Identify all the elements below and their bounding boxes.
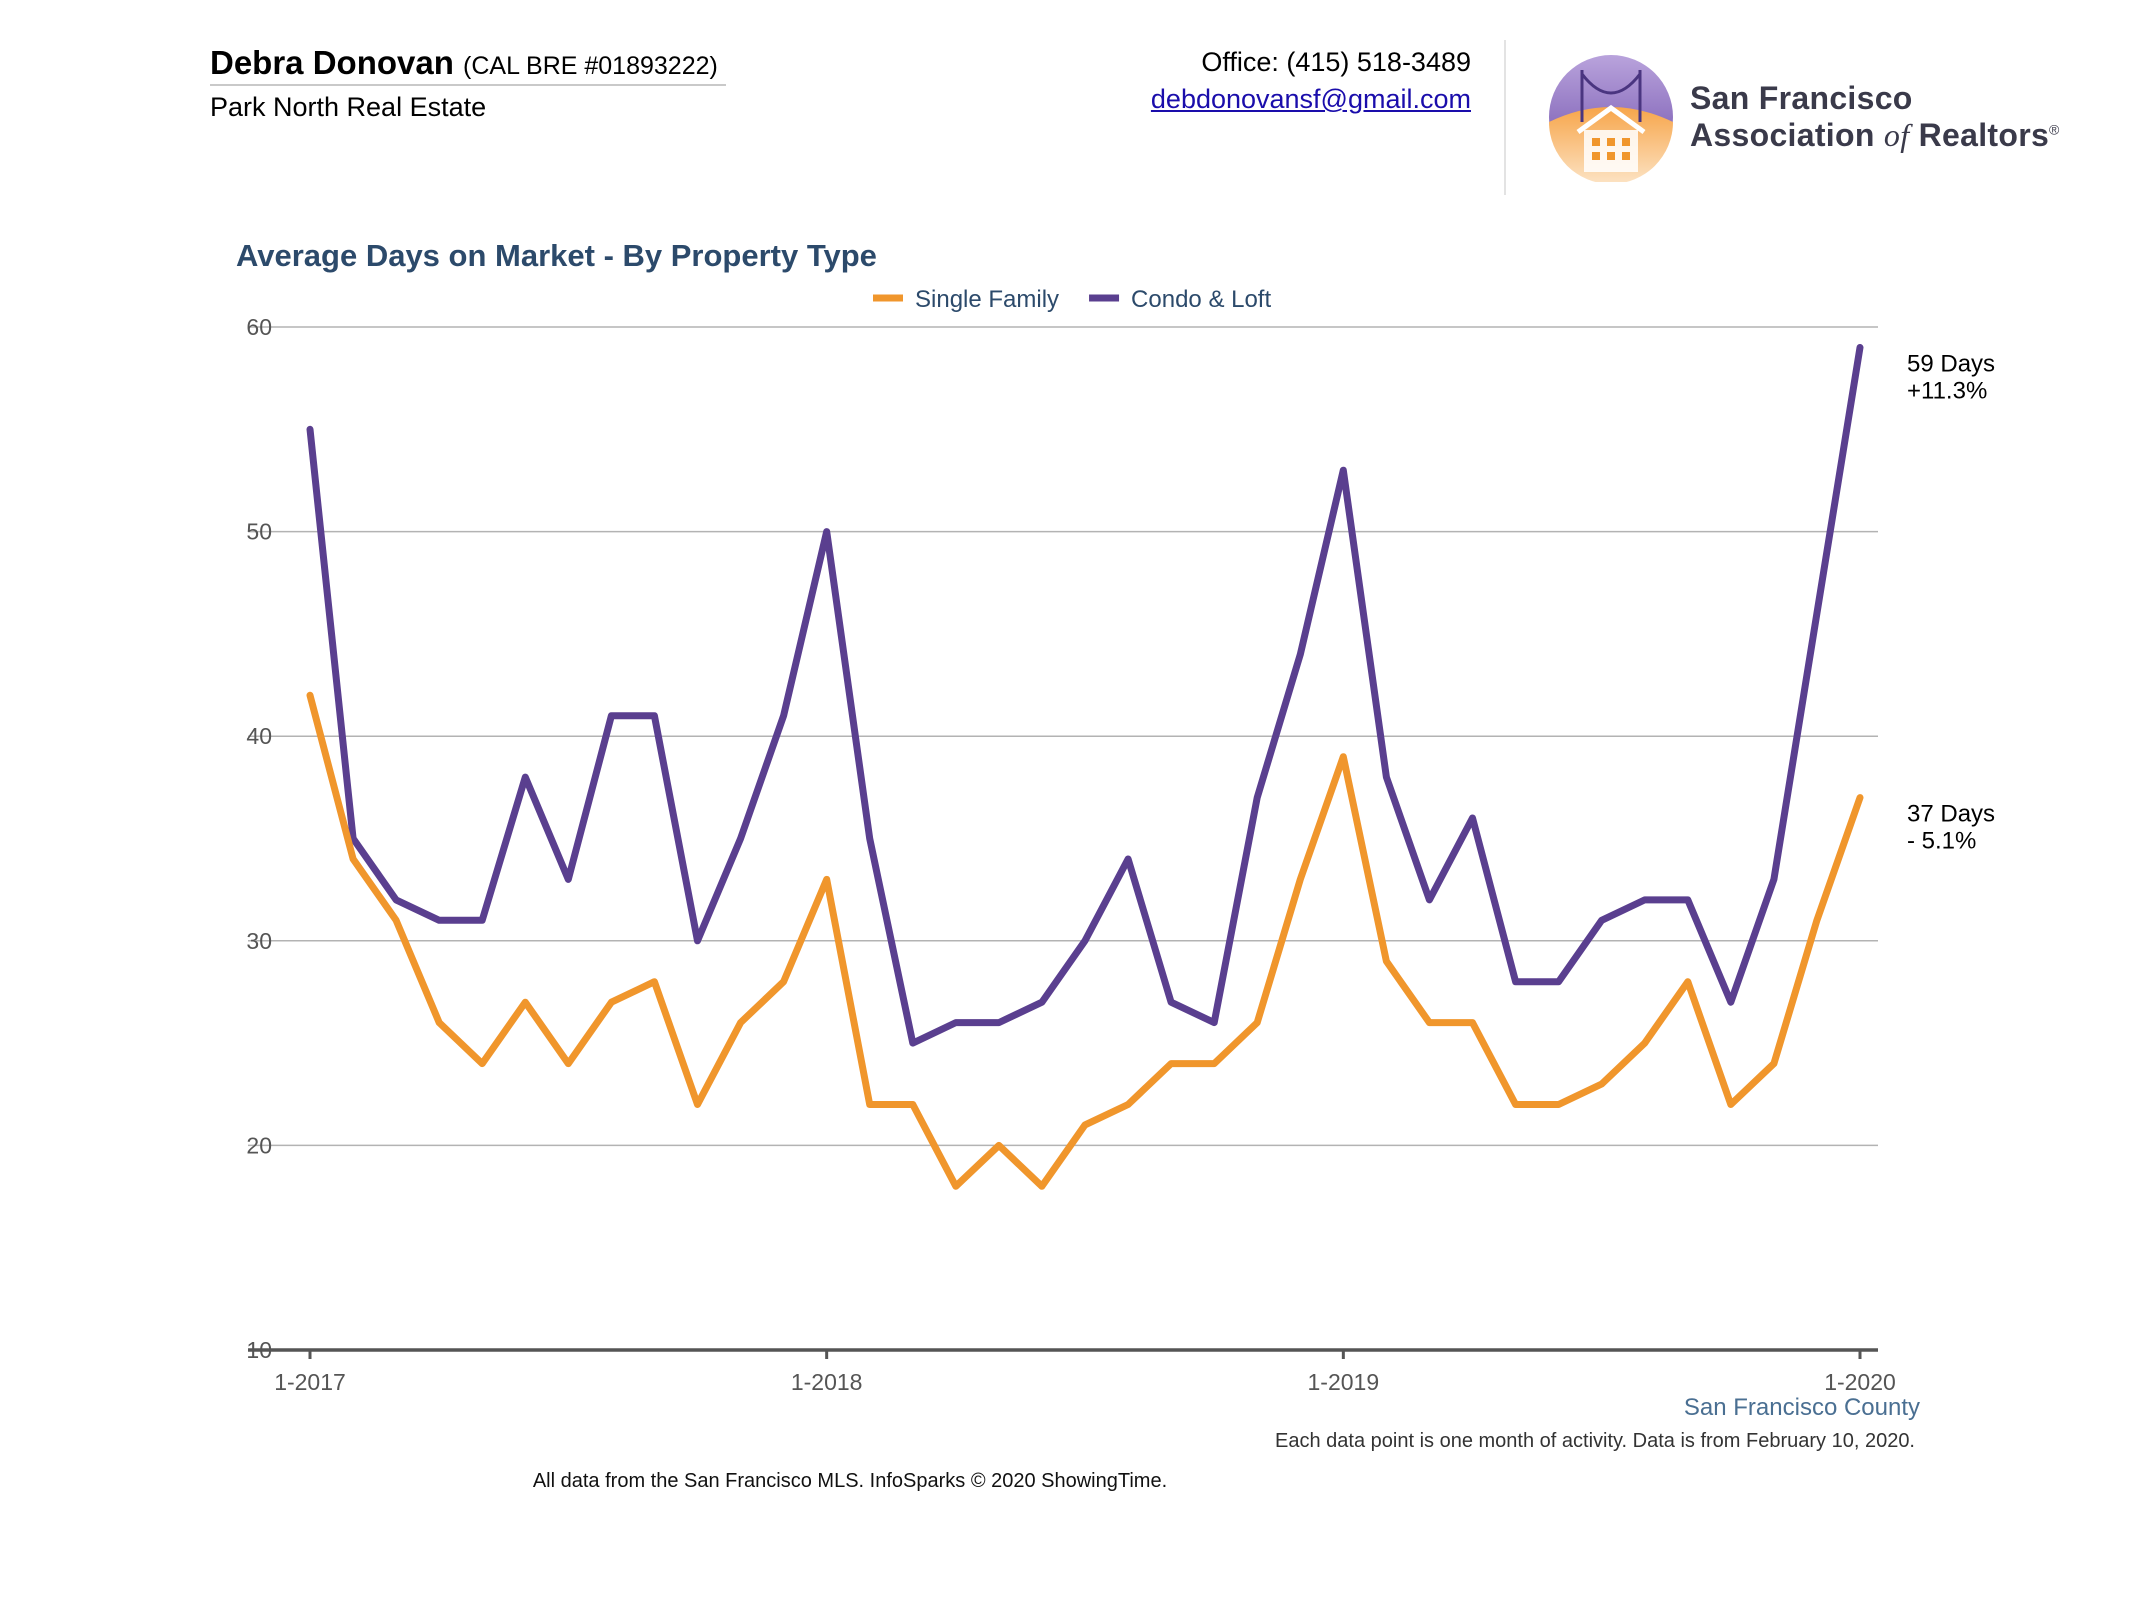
x-tick-label-0: 1-2017 (274, 1369, 346, 1395)
x-tick-label-3: 1-2020 (1824, 1369, 1896, 1395)
logo-registered-mark: ® (2049, 121, 2060, 138)
legend: Single Family Condo & Loft (873, 286, 1271, 313)
logo-word-association: Association (1690, 117, 1875, 153)
x-axis: 1-2017 1-2018 1-2019 1-2020 (248, 1348, 1896, 1395)
agent-company: Park North Real Estate (210, 92, 487, 122)
office-email-link[interactable]: debdonovansf@gmail.com (1150, 84, 1471, 114)
agent-license: (CAL BRE #01893222) (463, 52, 718, 80)
footnote: Each data point is one month of activity… (1275, 1430, 1915, 1452)
sfar-logo-icon (1549, 55, 1673, 182)
office-phone: Office: (415) 518-3489 (1201, 47, 1471, 77)
y-tick-label-30: 30 (246, 928, 272, 954)
legend-label-condo-loft: Condo & Loft (1131, 286, 1271, 313)
y-tick-label-50: 50 (246, 519, 272, 545)
y-tick-label-40: 40 (246, 723, 272, 749)
region-label: San Francisco County (1683, 1394, 1920, 1421)
chart-title: Average Days on Market - By Property Typ… (236, 238, 877, 273)
x-tick-label-1: 1-2018 (791, 1369, 863, 1395)
end-label-change-condo-loft: +11.3% (1907, 377, 1987, 404)
y-tick-label-60: 60 (246, 314, 272, 340)
end-labels: 37 Days- 5.1% 59 Days+11.3% (1907, 350, 1995, 854)
logo-wordmark-line-2: Association of Realtors® (1690, 117, 2060, 154)
legend-label-single-family: Single Family (915, 286, 1059, 313)
agent-name: Debra Donovan (CAL BRE #01893222) (210, 44, 718, 82)
series-line-single-family (306, 691, 1864, 1190)
agent-divider (210, 84, 726, 86)
grid-lines (248, 326, 1878, 1147)
source-note: All data from the San Francisco MLS. Inf… (532, 1470, 1168, 1492)
end-label-value-single-family: 37 Days (1907, 801, 1995, 828)
end-label-value-condo-loft: 59 Days (1907, 350, 1995, 377)
logo-wordmark-line-1: San Francisco (1690, 80, 1913, 116)
logo-word-of: of (1883, 117, 1910, 153)
end-label-change-single-family: - 5.1% (1907, 828, 1976, 855)
y-tick-label-20: 20 (246, 1132, 272, 1158)
header-divider (1504, 40, 1506, 195)
agent-name-text: Debra Donovan (210, 44, 454, 81)
logo-word-realtors: Realtors (1918, 117, 2050, 153)
series-line-condo-loft (306, 344, 1864, 1047)
x-tick-label-2: 1-2019 (1308, 1369, 1380, 1395)
series-lines (306, 344, 1864, 1190)
